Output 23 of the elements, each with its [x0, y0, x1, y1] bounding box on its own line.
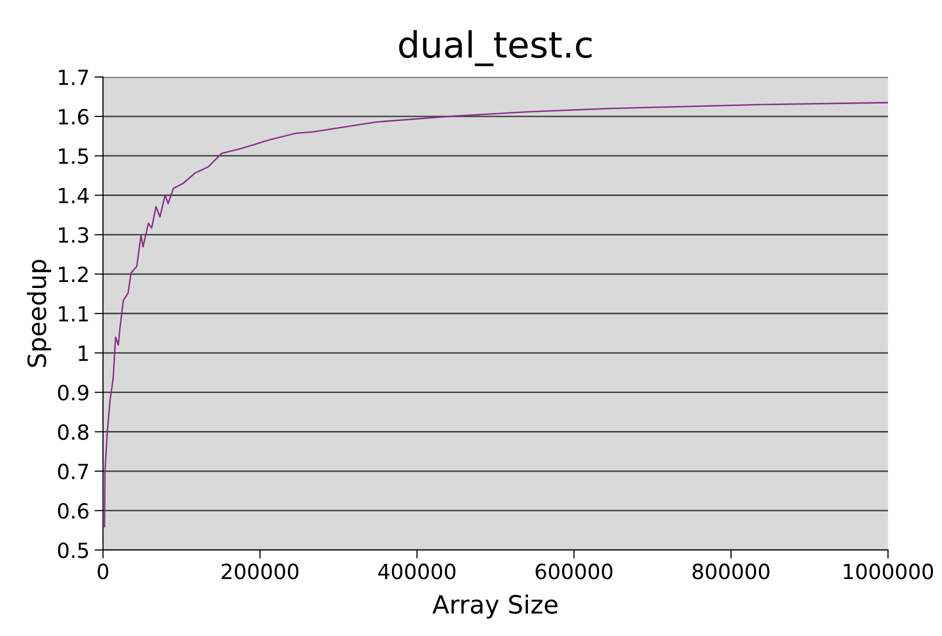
chart-title: dual_test.c — [399, 30, 592, 66]
y-tick-label: 1.6 — [58, 108, 88, 125]
y-tick-label: 0.9 — [58, 384, 88, 401]
y-tick-label: 1 — [78, 346, 88, 361]
y-tick-label: 1.2 — [58, 266, 88, 282]
x-tick-label: 800000 — [692, 564, 770, 580]
y-tick-label: 1.7 — [58, 70, 88, 85]
x-tick-label: 0 — [98, 564, 108, 580]
x-tick-label: 400000 — [378, 564, 456, 580]
y-axis-title: Speedup — [26, 260, 52, 367]
x-tick-label: 200000 — [222, 564, 298, 580]
y-tick-label: 0.6 — [58, 503, 88, 519]
y-tick-label: 1.4 — [58, 188, 89, 204]
y-tick-label: 0.5 — [58, 542, 88, 558]
x-tick-label: 600000 — [536, 564, 612, 580]
y-tick-label: 0.7 — [58, 464, 88, 480]
y-tick-label: 1.3 — [58, 227, 88, 243]
x-axis-title: Array Size — [432, 594, 558, 619]
x-tick-label: 1000000 — [844, 564, 934, 580]
line-series — [104, 102, 888, 528]
y-tick-label: 1.5 — [58, 148, 88, 164]
y-tick-label: 0.8 — [58, 424, 88, 440]
y-tick-label: 1.1 — [58, 306, 88, 322]
